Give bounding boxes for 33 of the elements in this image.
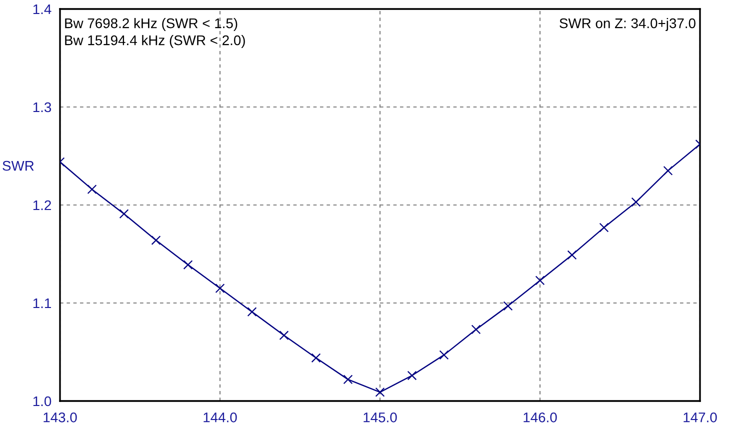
- point: [471, 324, 481, 334]
- point: [407, 370, 417, 380]
- y-axis-title: SWR: [2, 160, 34, 171]
- point: [119, 209, 129, 219]
- annotation: SWR on Z: 34.0+j37.0: [560, 18, 696, 31]
- point: [87, 184, 97, 194]
- point: [183, 260, 193, 270]
- point: [439, 350, 449, 360]
- x-tick-label: 144.0: [204, 412, 237, 422]
- point: [631, 197, 641, 207]
- annotation: Bw 7698.2 kHz (SWR < 1.5): [65, 18, 238, 31]
- x-tick-label: 145.0: [364, 412, 397, 422]
- annotation: Bw 15194.4 kHz (SWR < 2.0): [65, 35, 245, 48]
- y-tick-label: 1.0: [33, 396, 52, 406]
- x-tick-label: 147.0: [684, 412, 717, 422]
- point: [535, 276, 545, 286]
- x-tick-label: 146.0: [524, 412, 557, 422]
- point: [247, 307, 257, 317]
- point: [215, 284, 225, 294]
- y-tick-label: 1.2: [33, 200, 51, 210]
- point: [663, 166, 673, 176]
- point: [503, 301, 513, 311]
- point: [343, 374, 353, 384]
- point: [151, 236, 161, 245]
- y-tick-label: 1.4: [33, 4, 52, 14]
- x-tick-label: 143.0: [44, 412, 77, 422]
- y-tick-label: 1.3: [33, 102, 52, 112]
- y-tick-label: 1.1: [33, 298, 51, 308]
- point: [311, 353, 321, 363]
- point: [599, 222, 609, 232]
- point: [567, 250, 577, 260]
- point: [279, 330, 289, 340]
- point: [375, 387, 385, 397]
